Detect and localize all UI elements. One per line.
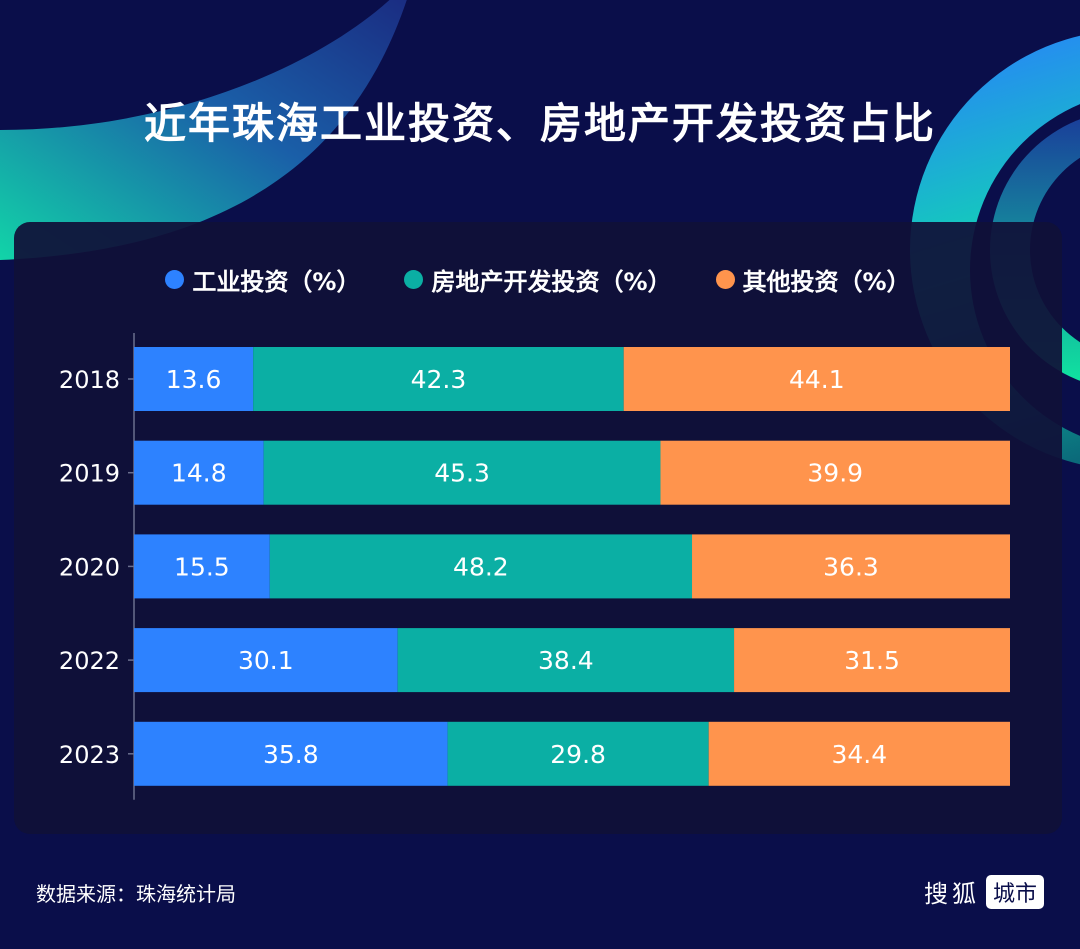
legend-dot-icon <box>404 270 424 289</box>
bar-segment-other <box>734 628 1010 693</box>
chart-title: 近年珠海工业投资、房地产开发投资占比 <box>143 99 936 148</box>
y-tick-label: 2023 <box>59 741 120 769</box>
data-label: 29.8 <box>550 740 606 769</box>
y-tick-label: 2018 <box>59 366 120 394</box>
data-label: 48.2 <box>453 552 509 581</box>
y-tick-label: 2019 <box>59 460 120 488</box>
data-label: 34.4 <box>831 740 887 769</box>
data-label: 42.3 <box>411 365 467 394</box>
bar-segment-other <box>660 440 1010 505</box>
data-label: 44.1 <box>789 365 845 394</box>
data-label: 45.3 <box>434 459 490 488</box>
bar-segment-industrial <box>134 347 254 411</box>
brand-badge: 城市 <box>985 874 1044 909</box>
bar-segment-industrial <box>134 721 448 786</box>
legend-label: 工业投资（%） <box>192 268 361 296</box>
data-label: 14.8 <box>171 459 227 488</box>
legend-dot-icon <box>715 270 735 289</box>
legend: 工业投资（%） 房地产开发投资（%） 其他投资（%） <box>14 262 1062 297</box>
bar-segment-industrial <box>134 534 270 599</box>
left-arc-shape <box>0 0 407 260</box>
chart-panel: 工业投资（%） 房地产开发投资（%） 其他投资（%） 2018 13.6 42.3 4… <box>14 222 1062 834</box>
legend-item-real-estate[interactable]: 房地产开发投资（%） <box>404 262 672 297</box>
data-label: 38.4 <box>538 646 594 675</box>
bar-segment-industrial <box>134 440 264 505</box>
legend-label: 房地产开发投资（%） <box>431 268 672 296</box>
data-source: 数据来源：珠海统计局 <box>36 882 236 906</box>
data-label: 15.5 <box>174 552 230 581</box>
bar-segment-real-estate <box>263 440 661 505</box>
data-label: 36.3 <box>823 552 879 581</box>
data-label: 13.6 <box>166 365 222 394</box>
bar-segment-real-estate <box>447 721 709 786</box>
bar-segment-other <box>623 347 1010 411</box>
data-label: 39.9 <box>807 459 863 488</box>
data-label: 31.5 <box>844 646 900 675</box>
bar-segment-other <box>692 534 1010 599</box>
legend-item-industrial[interactable]: 工业投资（%） <box>165 262 360 297</box>
legend-item-other[interactable]: 其他投资（%） <box>715 262 911 297</box>
legend-label: 其他投资（%） <box>742 268 911 296</box>
stacked-bar-chart: 2018 13.6 42.3 44.1 2019 14.8 45.3 39.9 2020 15.5… <box>59 333 1010 800</box>
bar-segment-real-estate <box>397 628 735 693</box>
y-tick-label: 2020 <box>59 553 120 581</box>
bar-segment-industrial <box>134 628 398 693</box>
bar-segment-real-estate <box>253 347 624 411</box>
legend-dot-icon <box>165 270 185 289</box>
data-label: 35.8 <box>263 740 319 769</box>
data-label: 30.1 <box>238 646 294 675</box>
bar-segment-real-estate <box>269 534 693 599</box>
brand-name: 搜狐 <box>923 880 980 908</box>
bar-segment-other <box>708 721 1010 786</box>
brand-logo: 搜狐 城市 <box>924 874 1044 909</box>
y-tick-label: 2022 <box>59 647 120 675</box>
